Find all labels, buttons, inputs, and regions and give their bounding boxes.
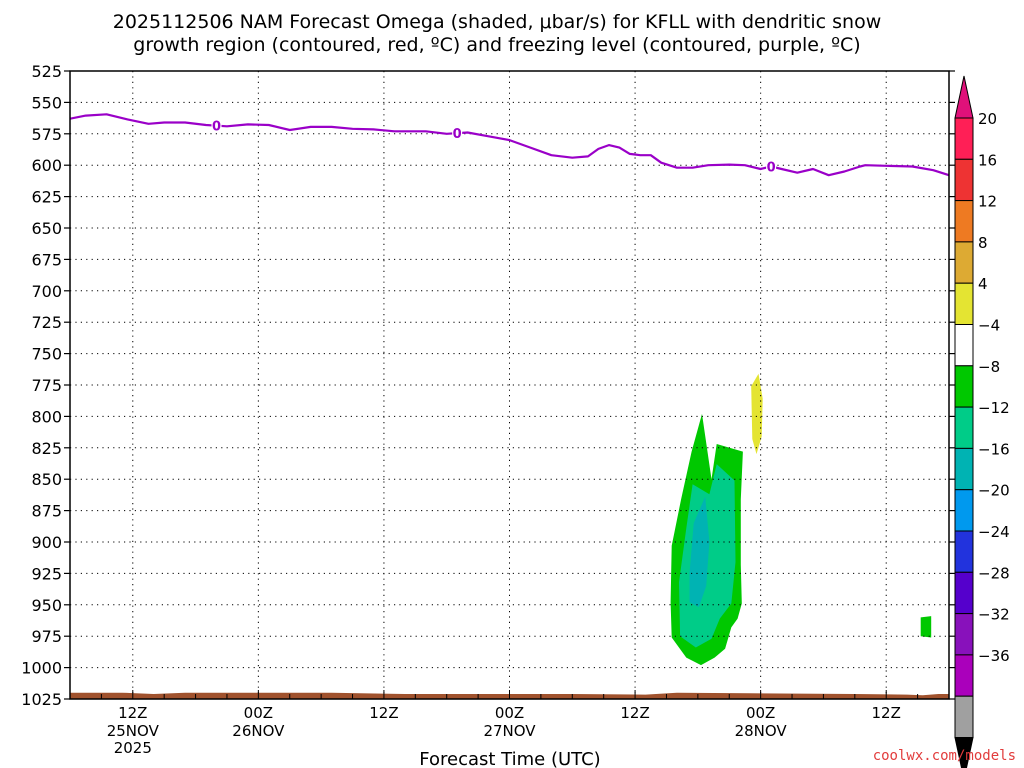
freezing-level-label: 0 [212,120,221,135]
freezing-label-background [766,158,777,174]
x-tick-date: 28NOV [735,722,788,740]
colorbar-label: 16 [978,151,997,169]
freezing-label-background [211,117,222,133]
colorbar-label: −16 [978,440,1010,458]
freezing-level-series: 0 0 0 [70,113,949,177]
freezing-level-line [70,113,949,177]
x-tick-label: 00Z [495,704,524,722]
y-axis: 525 550 575 600 625 650 675 700 725 750 775 800 825 8… [21,62,955,709]
colorbar-swatch [954,365,974,408]
omega-region [751,373,763,455]
colorbar-swatch [954,654,974,697]
y-tick-label: 825 [31,439,62,458]
colorbar-swatch [954,447,974,491]
colorbar-label: 4 [978,275,988,293]
omega-shading [670,373,932,666]
colorbar-swatch [954,241,974,284]
y-tick-label: 750 [31,345,62,364]
y-tick-label: 550 [31,93,62,112]
colorbar-label: −24 [978,523,1010,541]
freezing-label-background [452,125,463,141]
y-tick-label: 600 [31,156,62,175]
colorbar-swatch [954,613,974,656]
y-tick-label: 950 [31,596,62,615]
y-tick-label: 650 [31,219,62,238]
y-tick-label: 800 [31,407,62,426]
colorbar-swatch [954,571,974,615]
colorbar-swatch [954,489,974,532]
colorbar-label: −36 [978,647,1010,665]
y-tick-label: 525 [31,62,62,81]
x-tick-label: 00Z [244,704,273,722]
colorbar: 20 16 12 8 4 −4 −8 −12 −16 −20 −24 −28 −32 −36 [954,75,1010,768]
y-tick-label: 975 [31,627,62,646]
freezing-level-label: 0 [767,160,776,175]
colorbar-swatch [954,200,974,243]
x-tick-date: 27NOV [483,722,536,740]
x-tick-label: 00Z [746,704,775,722]
credit-text: coolwx.com/models [873,748,1016,764]
x-tick-label: 12Z [118,704,147,722]
colorbar-label: 8 [978,234,988,252]
grid-lines [70,71,949,699]
x-tick-date: 26NOV [232,722,285,740]
colorbar-label: −32 [978,606,1010,624]
colorbar-label: −28 [978,564,1010,582]
colorbar-swatch [954,530,974,573]
chart-title-line-1: 2025112506 NAM Forecast Omega (shaded, μ… [113,11,882,33]
colorbar-label: −12 [978,399,1010,417]
freezing-level-label: 0 [453,127,462,142]
x-axis-title: Forecast Time (UTC) [419,749,600,768]
colorbar-label: −20 [978,482,1010,500]
colorbar-swatch [954,406,974,449]
x-tick-label: 12Z [872,704,901,722]
colorbar-label: 20 [978,110,997,128]
colorbar-swatch [954,158,974,202]
colorbar-bottom-arrow [954,737,974,768]
y-tick-label: 1000 [21,659,62,678]
y-tick-label: 775 [31,376,62,395]
colorbar-swatch [954,695,974,739]
y-tick-label: 725 [31,313,62,332]
colorbar-swatch [954,117,974,160]
y-tick-label: 675 [31,250,62,269]
colorbar-label: −4 [978,317,1000,335]
y-tick-label: 575 [31,125,62,144]
colorbar-label: 12 [978,193,997,211]
x-tick-year: 2025 [114,739,152,757]
y-tick-label: 900 [31,533,62,552]
y-tick-label: 1025 [21,690,62,709]
x-tick-date: 25NOV [107,722,160,740]
y-tick-label: 625 [31,188,62,207]
chart-title-line-2: growth region (contoured, red, ºC) and f… [133,34,860,56]
x-tick-label: 12Z [369,704,398,722]
x-tick-label: 12Z [620,704,649,722]
y-tick-label: 875 [31,502,62,521]
y-tick-label: 700 [31,282,62,301]
colorbar-swatch [954,282,974,326]
omega-region [920,616,932,638]
y-tick-label: 850 [31,470,62,489]
colorbar-label: −8 [978,358,1000,376]
omega-region [689,496,710,608]
y-tick-label: 925 [31,564,62,583]
colorbar-swatch [954,324,974,367]
